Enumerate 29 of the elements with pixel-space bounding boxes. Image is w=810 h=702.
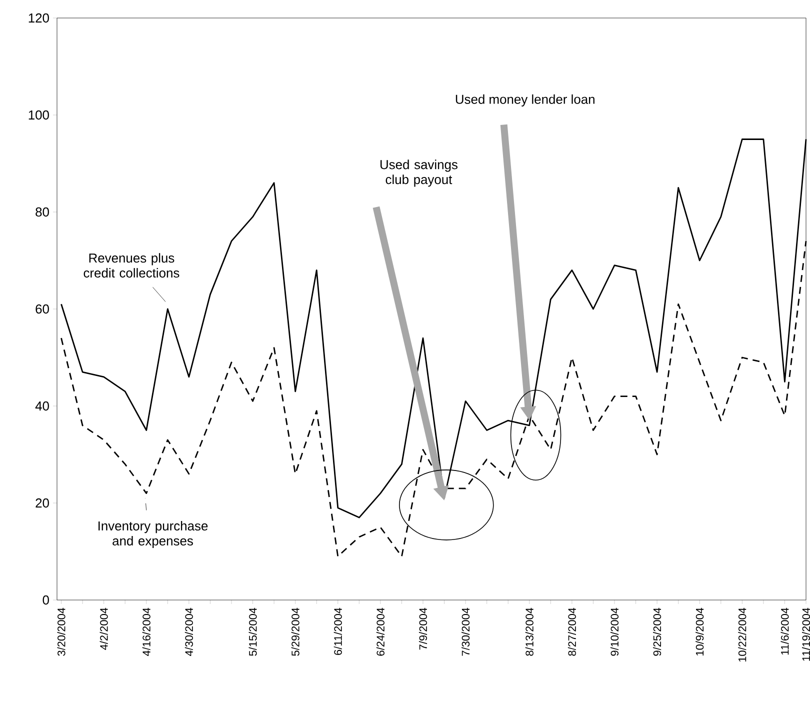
y-tick-label: 100 <box>28 110 49 120</box>
x-tick-label: 11/19/2004 <box>802 608 810 661</box>
y-tick-label: 40 <box>35 401 49 411</box>
y-tick-label: 60 <box>36 304 49 314</box>
y-tick-label: 20 <box>36 498 49 508</box>
x-tick-label: 11/6/2004 <box>780 608 789 655</box>
x-tick-label: 6/11/2004 <box>334 608 342 655</box>
text: Revenues plus credit collections <box>84 253 180 278</box>
x-tick-label: 5/29/2004 <box>291 608 300 656</box>
x-tick-label: 9/10/2004 <box>610 608 619 656</box>
legend-label: Inventory purchase and expenses <box>98 521 208 548</box>
annotation: Used money lender loan <box>456 94 594 106</box>
x-tick-label: 8/13/2004 <box>525 608 534 656</box>
annotation: Used savings club payout <box>380 160 458 187</box>
x-tick-label: 10/22/2004 <box>738 608 746 662</box>
x-tick-label: 7/30/2004 <box>462 608 470 656</box>
x-tick-label: 6/24/2004 <box>376 608 384 656</box>
y-tick-label: 120 <box>28 13 49 23</box>
y-tick-label: 80 <box>36 207 49 217</box>
x-tick-label: 9/25/2004 <box>653 608 662 656</box>
x-tick-label: 5/15/2004 <box>248 608 257 656</box>
x-tick-label: 3/20/2004 <box>57 608 66 656</box>
y-tick-label: 0 <box>42 595 49 605</box>
x-tick-label: 8/27/2004 <box>568 608 576 656</box>
x-tick-label: 10/9/2004 <box>696 608 704 656</box>
x-tick-label: 4/16/2004 <box>142 608 150 656</box>
x-tick-label: 4/2/2004 <box>100 608 108 650</box>
x-tick-label: 7/9/2004 <box>418 608 428 650</box>
x-tick-label: 4/30/2004 <box>184 608 193 656</box>
